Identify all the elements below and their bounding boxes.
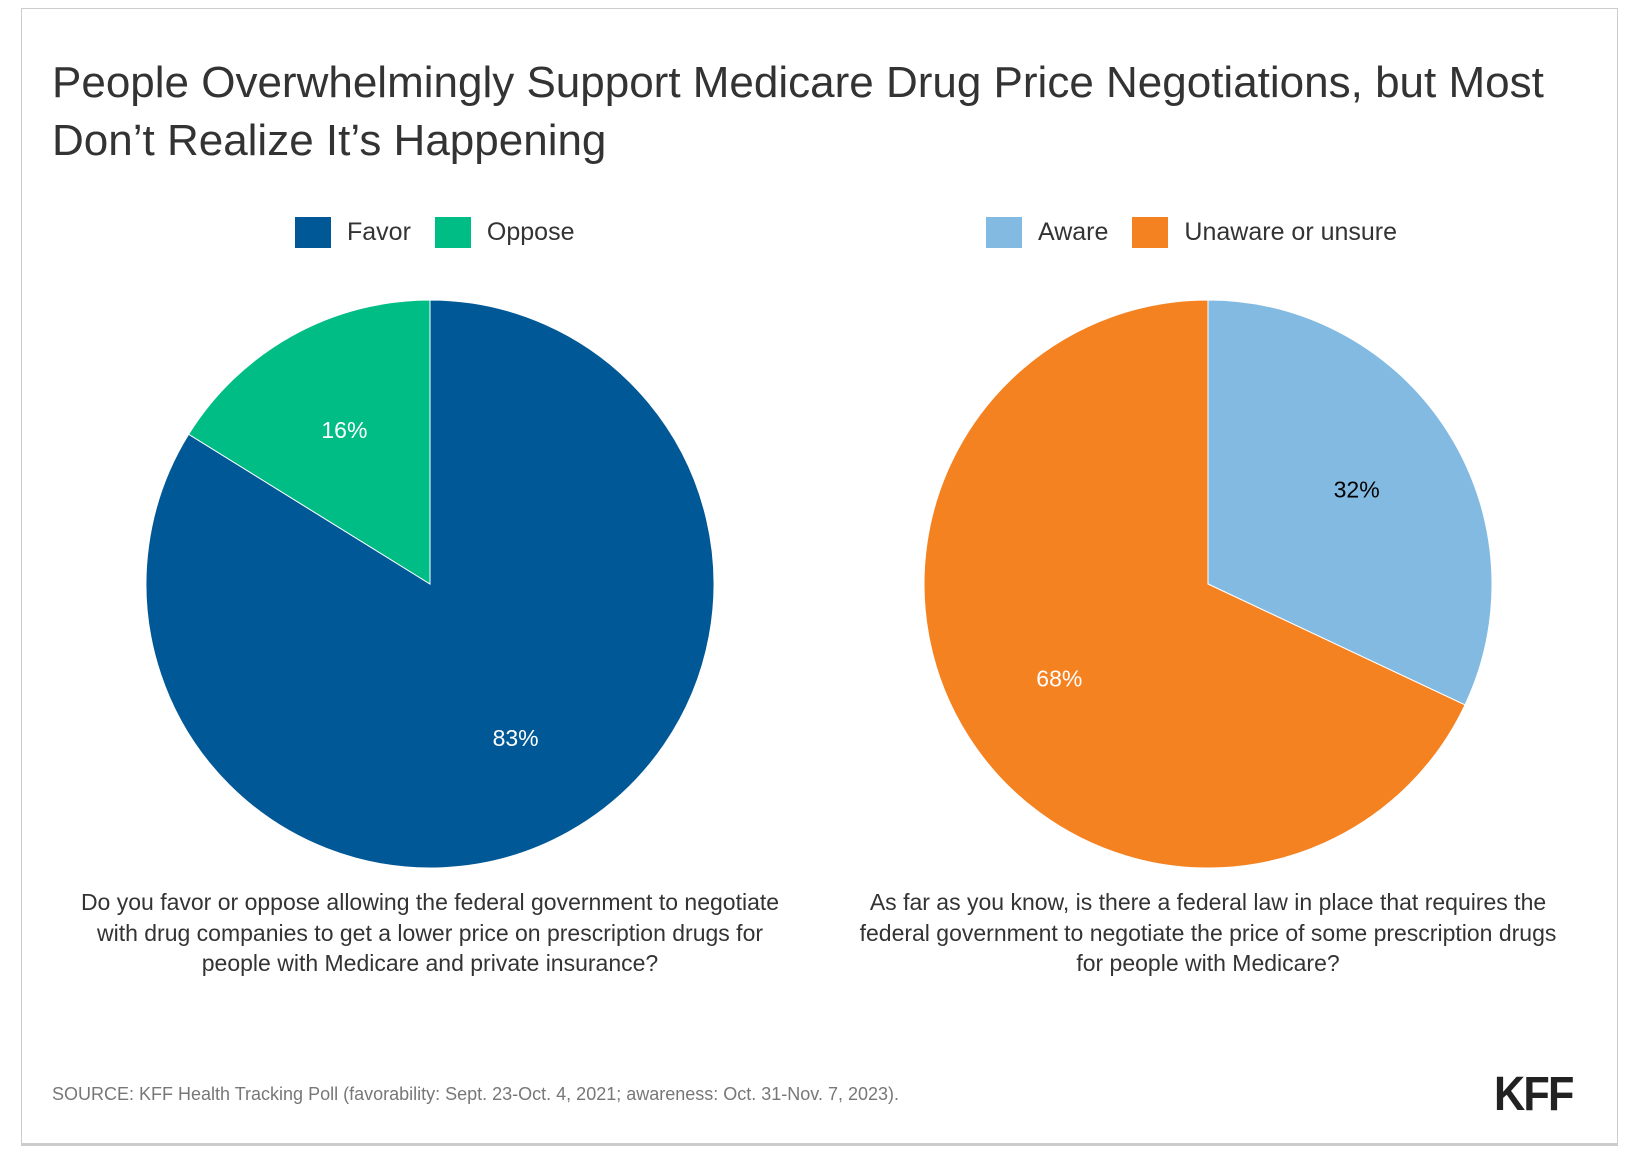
- legend-swatch-oppose: [434, 217, 471, 248]
- data-label: 83%: [493, 725, 539, 751]
- legend-right: Aware Unaware or unsure: [986, 217, 1421, 248]
- legend-item-oppose: Oppose: [434, 217, 575, 248]
- legend-label: Unaware or unsure: [1184, 218, 1398, 246]
- pie-slice-aware: [1207, 299, 1493, 706]
- question-favorability: Do you favor or oppose allowing the fede…: [80, 889, 780, 976]
- legend-label: Aware: [1038, 218, 1109, 246]
- legend-label: Oppose: [486, 218, 575, 246]
- chart-title: People Overwhelmingly Support Medicare D…: [52, 58, 1544, 165]
- data-label: 16%: [321, 417, 367, 443]
- legend-swatch-aware: [986, 217, 1022, 248]
- legend-item-aware: Aware: [986, 217, 1108, 248]
- legend-left: Favor Oppose: [295, 217, 598, 248]
- pie-slice-unaware-or-unsure: [923, 299, 1466, 869]
- kff-logo: KFF: [1494, 1068, 1574, 1121]
- legend-swatch-unaware: [1132, 217, 1169, 248]
- pie-slice-oppose: [187, 299, 431, 585]
- legend-swatch-favor: [295, 217, 331, 248]
- legend-item-favor: Favor: [295, 217, 411, 248]
- legend-label: Favor: [347, 218, 411, 246]
- chart-frame: [21, 8, 1618, 1146]
- legend-item-unaware: Unaware or unsure: [1132, 217, 1397, 248]
- source-note: SOURCE: KFF Health Tracking Poll (favora…: [52, 1084, 900, 1104]
- data-label: 32%: [1334, 477, 1380, 503]
- data-label: 68%: [1036, 665, 1082, 691]
- question-awareness: As far as you know, is there a federal l…: [859, 889, 1557, 976]
